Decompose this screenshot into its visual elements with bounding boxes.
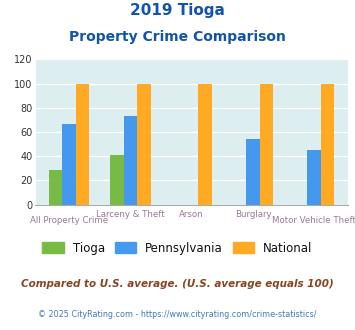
Text: All Property Crime: All Property Crime bbox=[30, 216, 108, 225]
Text: Burglary: Burglary bbox=[235, 210, 271, 218]
Text: Larceny & Theft: Larceny & Theft bbox=[96, 210, 165, 218]
Text: Arson: Arson bbox=[179, 210, 204, 218]
Bar bbox=[137, 83, 151, 205]
Bar bbox=[321, 83, 334, 205]
Text: © 2025 CityRating.com - https://www.cityrating.com/crime-statistics/: © 2025 CityRating.com - https://www.city… bbox=[38, 310, 317, 319]
Bar bbox=[198, 83, 212, 205]
Bar bbox=[246, 139, 260, 205]
Bar bbox=[49, 170, 62, 205]
Legend: Tioga, Pennsylvania, National: Tioga, Pennsylvania, National bbox=[38, 237, 317, 259]
Text: Compared to U.S. average. (U.S. average equals 100): Compared to U.S. average. (U.S. average … bbox=[21, 279, 334, 289]
Bar bbox=[124, 116, 137, 205]
Bar bbox=[110, 155, 124, 205]
Text: 2019 Tioga: 2019 Tioga bbox=[130, 3, 225, 18]
Text: Motor Vehicle Theft: Motor Vehicle Theft bbox=[272, 216, 355, 225]
Bar bbox=[307, 150, 321, 205]
Bar bbox=[260, 83, 273, 205]
Bar bbox=[62, 123, 76, 205]
Bar bbox=[76, 83, 89, 205]
Text: Property Crime Comparison: Property Crime Comparison bbox=[69, 30, 286, 44]
